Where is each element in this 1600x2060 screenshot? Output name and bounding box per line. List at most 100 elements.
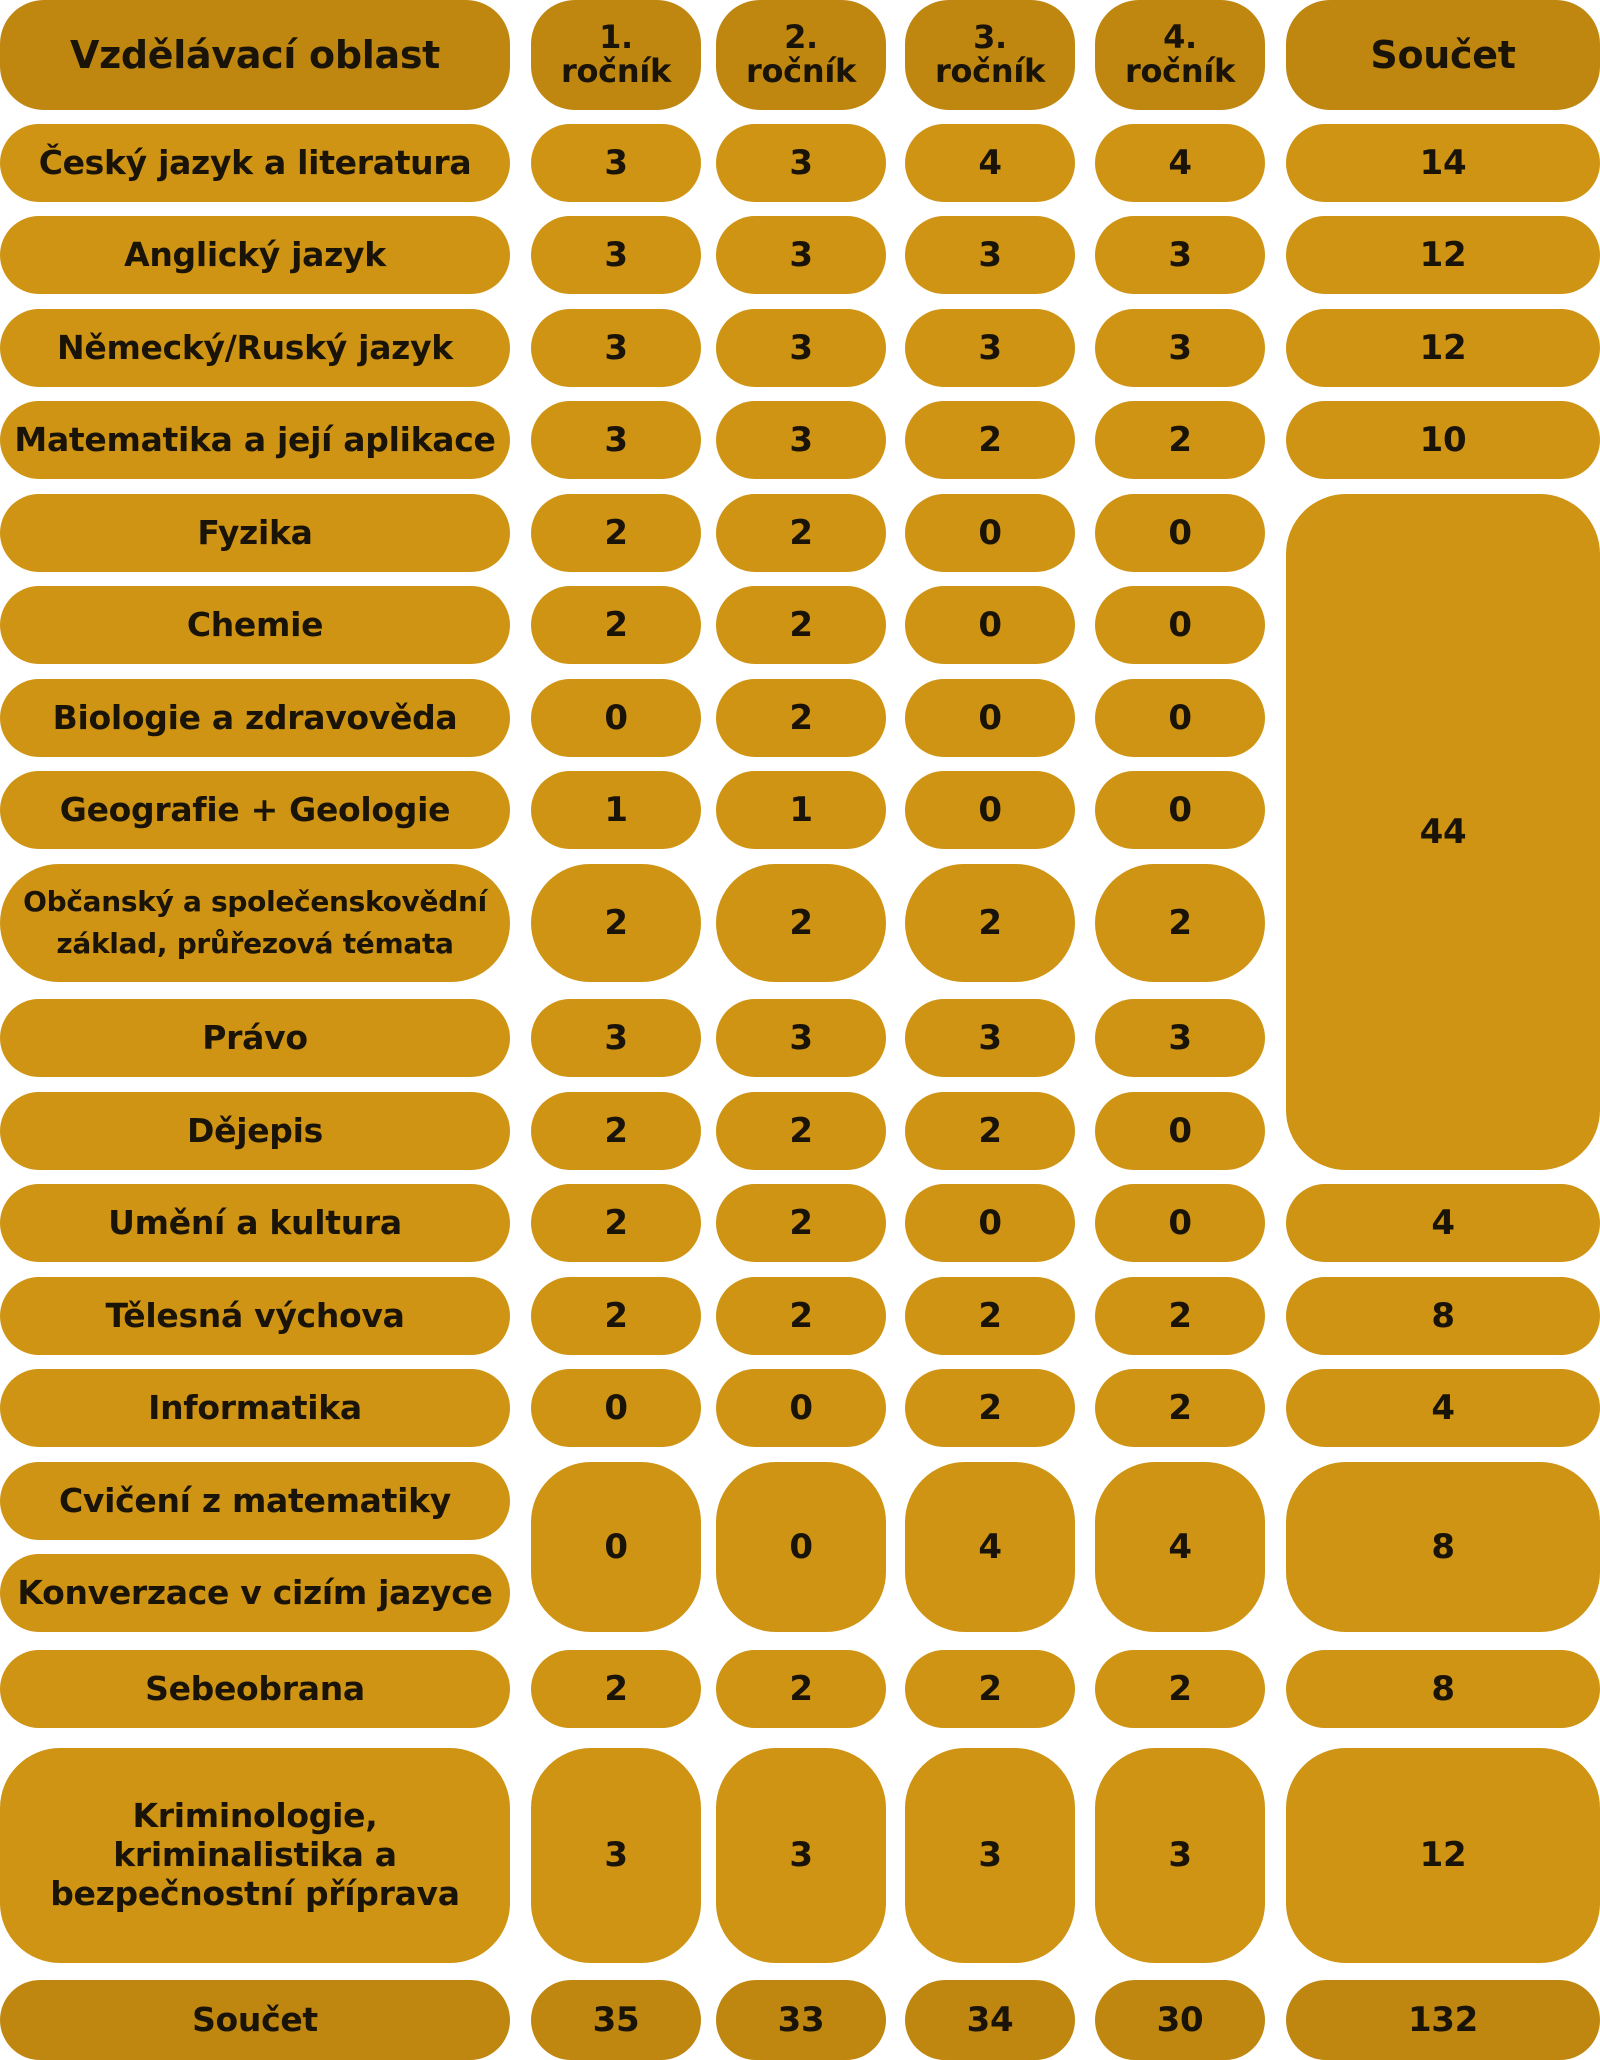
hours-cell: 1 [716, 771, 886, 849]
hours-cell: 0 [905, 771, 1075, 849]
hours-cell-text: 2 [604, 512, 628, 553]
row-total-cell-text: 8 [1431, 1295, 1455, 1336]
hours-cell-text: 2 [1168, 1668, 1192, 1709]
footer-year-total: 34 [905, 1980, 1075, 2060]
hours-cell: 0 [716, 1369, 886, 1447]
subject-cell-text: Informatika [148, 1387, 362, 1427]
hours-cell: 2 [531, 494, 701, 572]
row-total-cell-text: 10 [1419, 419, 1467, 460]
hours-cell-text: 2 [978, 902, 1002, 943]
subject-cell-text: Matematika a její aplikace [14, 419, 496, 459]
footer-year-total: 30 [1095, 1980, 1265, 2060]
row-total-cell: 4 [1286, 1369, 1600, 1447]
merged-hours-cell: 4 [905, 1462, 1075, 1632]
hours-cell-text: 2 [1168, 902, 1192, 943]
hours-cell: 2 [716, 1277, 886, 1355]
hours-cell-text: 3 [978, 1017, 1002, 1058]
hours-cell-text: 2 [789, 512, 813, 553]
footer-year-total: 33 [716, 1980, 886, 2060]
merged-total-cell-text: 44 [1419, 811, 1467, 852]
merged-electives-total-cell-text: 8 [1431, 1526, 1455, 1567]
footer-label: Součet [0, 1980, 510, 2060]
hours-cell: 3 [905, 999, 1075, 1077]
subject-cell-text: Cvičení z matematiky [59, 1480, 451, 1520]
row-total-cell-text: 12 [1419, 234, 1467, 275]
header-year-3: 3. ročník [905, 0, 1075, 110]
header-year-2: 2. ročník [716, 0, 886, 110]
hours-cell: 2 [1095, 1277, 1265, 1355]
header-total-text: Součet [1370, 32, 1516, 77]
hours-cell-text: 3 [604, 1017, 628, 1058]
hours-cell-text: 0 [978, 604, 1002, 645]
hours-cell: 3 [905, 1748, 1075, 1963]
subject-cell-text: Geografie + Geologie [59, 789, 451, 829]
hours-cell-text: 4 [1168, 142, 1192, 183]
subject-cell: Občanský a společenskovědní základ, průře… [0, 864, 510, 982]
hours-cell: 3 [1095, 216, 1265, 294]
hours-cell: 3 [531, 999, 701, 1077]
row-total-cell: 8 [1286, 1277, 1600, 1355]
subject-cell: Matematika a její aplikace [0, 401, 510, 479]
hours-cell: 0 [905, 1184, 1075, 1262]
hours-cell: 2 [1095, 401, 1265, 479]
merged-hours-cell-text: 4 [978, 1526, 1002, 1567]
footer-year-total: 35 [531, 1980, 701, 2060]
hours-cell-text: 0 [1168, 512, 1192, 553]
subject-cell-text: Anglický jazyk [124, 234, 386, 274]
hours-cell-text: 0 [978, 789, 1002, 830]
subject-cell: Anglický jazyk [0, 216, 510, 294]
subject-cell-text: Biologie a zdravověda [52, 697, 458, 737]
hours-cell: 2 [716, 494, 886, 572]
merged-hours-cell-text: 0 [604, 1526, 628, 1567]
hours-cell: 3 [716, 124, 886, 202]
hours-cell: 2 [905, 1277, 1075, 1355]
hours-cell-text: 3 [1168, 327, 1192, 368]
subject-cell-text: Dějepis [187, 1110, 323, 1150]
hours-cell-text: 3 [789, 1835, 813, 1876]
header-year-2-text: 2. ročník [746, 18, 856, 90]
hours-cell-text: 0 [1168, 604, 1192, 645]
subject-cell-text: Konverzace v cizím jazyce [17, 1572, 493, 1612]
hours-cell: 3 [905, 309, 1075, 387]
row-total-cell-text: 12 [1419, 1835, 1467, 1876]
hours-cell-text: 1 [604, 789, 628, 830]
hours-cell-text: 2 [789, 1295, 813, 1336]
subject-cell: Německý/Ruský jazyk [0, 309, 510, 387]
hours-cell: 0 [1095, 679, 1265, 757]
hours-cell-text: 2 [604, 1295, 628, 1336]
header-total: Součet [1286, 0, 1600, 110]
hours-cell-text: 2 [1168, 419, 1192, 460]
row-total-cell: 12 [1286, 1748, 1600, 1963]
subject-cell-text: Český jazyk a literatura [38, 142, 472, 182]
hours-cell-text: 0 [978, 1202, 1002, 1243]
row-total-cell-text: 12 [1419, 327, 1467, 368]
hours-cell-text: 2 [978, 1387, 1002, 1428]
hours-cell-text: 0 [1168, 789, 1192, 830]
header-year-1: 1. ročník [531, 0, 701, 110]
hours-cell: 3 [716, 216, 886, 294]
hours-cell: 3 [531, 124, 701, 202]
subject-cell-text: Umění a kultura [108, 1202, 402, 1242]
hours-cell-text: 2 [789, 604, 813, 645]
hours-cell: 3 [716, 999, 886, 1077]
subject-cell-text: Fyzika [197, 512, 313, 552]
footer-year-total-text: 30 [1156, 1999, 1204, 2040]
hours-cell: 0 [1095, 494, 1265, 572]
subject-cell: Český jazyk a literatura [0, 124, 510, 202]
hours-cell: 0 [1095, 1092, 1265, 1170]
row-total-cell: 12 [1286, 309, 1600, 387]
hours-cell-text: 2 [604, 1110, 628, 1151]
hours-cell-text: 2 [789, 1668, 813, 1709]
hours-cell-text: 2 [604, 1668, 628, 1709]
subject-cell: Sebeobrana [0, 1650, 510, 1728]
hours-cell: 0 [1095, 771, 1265, 849]
hours-cell-text: 3 [604, 234, 628, 275]
hours-cell: 3 [1095, 999, 1265, 1077]
subject-cell-text: Německý/Ruský jazyk [57, 327, 453, 367]
header-year-1-text: 1. ročník [561, 18, 671, 90]
subject-cell-text: Kriminologie, kriminalistika a bezpečnostn… [50, 1796, 460, 1913]
hours-cell-text: 3 [604, 142, 628, 183]
hours-cell-text: 3 [604, 1835, 628, 1876]
hours-cell-text: 0 [1168, 1110, 1192, 1151]
hours-cell: 0 [531, 1369, 701, 1447]
